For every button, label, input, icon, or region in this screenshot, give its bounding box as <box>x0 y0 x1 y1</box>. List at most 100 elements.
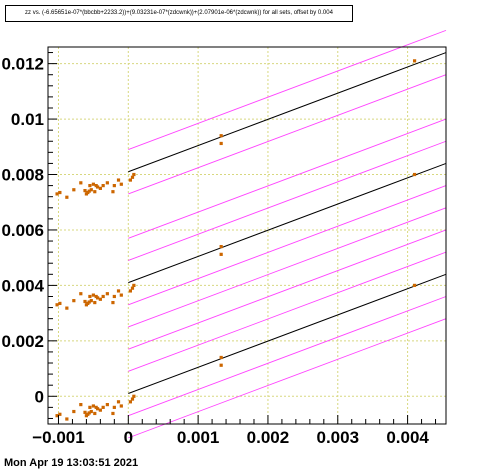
data-point-2-17 <box>105 181 109 185</box>
fit-bands <box>128 29 447 439</box>
data-point-0-18 <box>111 411 115 416</box>
data-point-1-12 <box>93 300 97 305</box>
data-point-2-18 <box>111 190 115 194</box>
data-point-1-19 <box>112 294 116 299</box>
data-point-0-3 <box>72 409 76 414</box>
data-point-2-14 <box>95 185 100 189</box>
data-point-0-2 <box>65 417 69 421</box>
data-point-2-8 <box>87 189 91 193</box>
data-point-0-19 <box>112 405 116 409</box>
data-point-1-9 <box>88 294 92 299</box>
x-tick-label-1: 0 <box>124 428 133 447</box>
band-line-0-3 <box>128 318 447 439</box>
timestamp: Mon Apr 19 13:03:51 2021 <box>4 457 139 469</box>
band-line-1-2 <box>128 118 447 239</box>
y-tick-labels: 0 0.002 0.004 0.006 0.008 0.01 0.012 <box>1 55 44 407</box>
data-point-0-10 <box>89 409 93 414</box>
data-point-1-15 <box>98 297 102 301</box>
data-point-1-8 <box>87 300 91 304</box>
data-point-2-22 <box>128 178 132 182</box>
data-point-0-22 <box>128 400 132 404</box>
data-point-2-23 <box>130 175 135 179</box>
data-point-2-26 <box>219 134 223 138</box>
data-point-0-12 <box>93 411 97 416</box>
band-line-1-3 <box>128 207 447 328</box>
data-point-0-0 <box>55 414 59 418</box>
data-point-2-16 <box>101 184 105 188</box>
data-point-0-9 <box>88 405 92 409</box>
data-point-1-11 <box>91 293 95 297</box>
data-point-0-24 <box>132 394 136 398</box>
data-point-2-4 <box>79 181 83 185</box>
y-tick-label-6: 0.012 <box>1 55 44 74</box>
data-point-1-10 <box>89 299 93 303</box>
data-point-2-11 <box>91 182 95 186</box>
data-point-0-8 <box>87 411 91 415</box>
data-point-0-20 <box>116 400 121 404</box>
data-point-1-0 <box>55 303 59 307</box>
y-tick-label-5: 0.01 <box>11 110 44 129</box>
fit-line-0 <box>128 273 447 394</box>
fit-line-1 <box>128 162 447 284</box>
y-tick-label-2: 0.004 <box>1 276 44 295</box>
data-point-0-11 <box>91 404 95 408</box>
data-point-2-3 <box>72 188 76 192</box>
data-points <box>55 59 417 421</box>
x-tick-labels: −0.001 0 0.001 0.002 0.003 0.004 <box>32 428 429 447</box>
y-tick-label-3: 0.006 <box>1 221 44 240</box>
data-point-0-5 <box>83 410 87 414</box>
band-line-1-0 <box>128 140 447 261</box>
data-point-2-9 <box>88 184 92 188</box>
band-line-0-1 <box>128 296 447 417</box>
data-point-2-15 <box>98 186 102 190</box>
data-point-1-1 <box>58 301 62 306</box>
data-point-0-17 <box>105 402 109 407</box>
data-point-1-4 <box>79 292 83 296</box>
axis-ticks <box>48 52 437 424</box>
data-point-1-23 <box>130 286 135 290</box>
x-tick-label-3: 0.002 <box>247 428 290 447</box>
data-point-0-4 <box>79 402 83 407</box>
data-point-1-14 <box>95 296 100 300</box>
data-point-0-26 <box>219 355 223 360</box>
data-point-2-1 <box>58 190 62 195</box>
data-point-2-2 <box>65 195 69 199</box>
data-point-0-15 <box>98 408 102 412</box>
plot-background <box>48 47 446 424</box>
data-point-1-3 <box>72 299 76 303</box>
data-point-1-24 <box>132 283 136 287</box>
data-point-0-1 <box>58 412 62 416</box>
fit-lines <box>128 52 447 394</box>
data-point-2-21 <box>119 182 123 186</box>
x-tick-label-0: −0.001 <box>32 428 84 447</box>
data-point-0-25 <box>219 363 223 367</box>
band-line-1-1 <box>128 185 447 306</box>
data-point-2-20 <box>116 178 121 182</box>
data-point-1-20 <box>116 289 121 293</box>
data-point-2-27 <box>412 59 417 63</box>
data-point-1-18 <box>111 300 115 305</box>
data-point-1-5 <box>83 299 87 304</box>
data-point-1-22 <box>128 289 132 293</box>
y-tick-label-0: 0 <box>35 387 44 406</box>
data-point-2-25 <box>219 141 223 146</box>
plot-frame <box>47 46 447 425</box>
data-point-2-12 <box>93 190 97 194</box>
data-point-2-10 <box>89 188 93 192</box>
x-tick-label-2: 0.001 <box>177 428 220 447</box>
data-point-2-24 <box>132 172 136 177</box>
data-point-1-21 <box>119 293 123 297</box>
data-point-1-17 <box>105 292 109 296</box>
data-point-1-26 <box>219 244 223 249</box>
data-point-1-27 <box>412 172 417 177</box>
x-tick-label-5: 0.004 <box>386 428 429 447</box>
band-line-2-0 <box>128 29 447 150</box>
data-point-2-0 <box>55 192 59 196</box>
y-tick-label-4: 0.008 <box>1 166 44 185</box>
y-tick-label-1: 0.002 <box>1 332 44 351</box>
data-point-2-5 <box>83 188 87 193</box>
band-line-0-0 <box>128 251 447 372</box>
data-point-1-2 <box>65 306 69 310</box>
fit-line-2 <box>128 52 447 173</box>
